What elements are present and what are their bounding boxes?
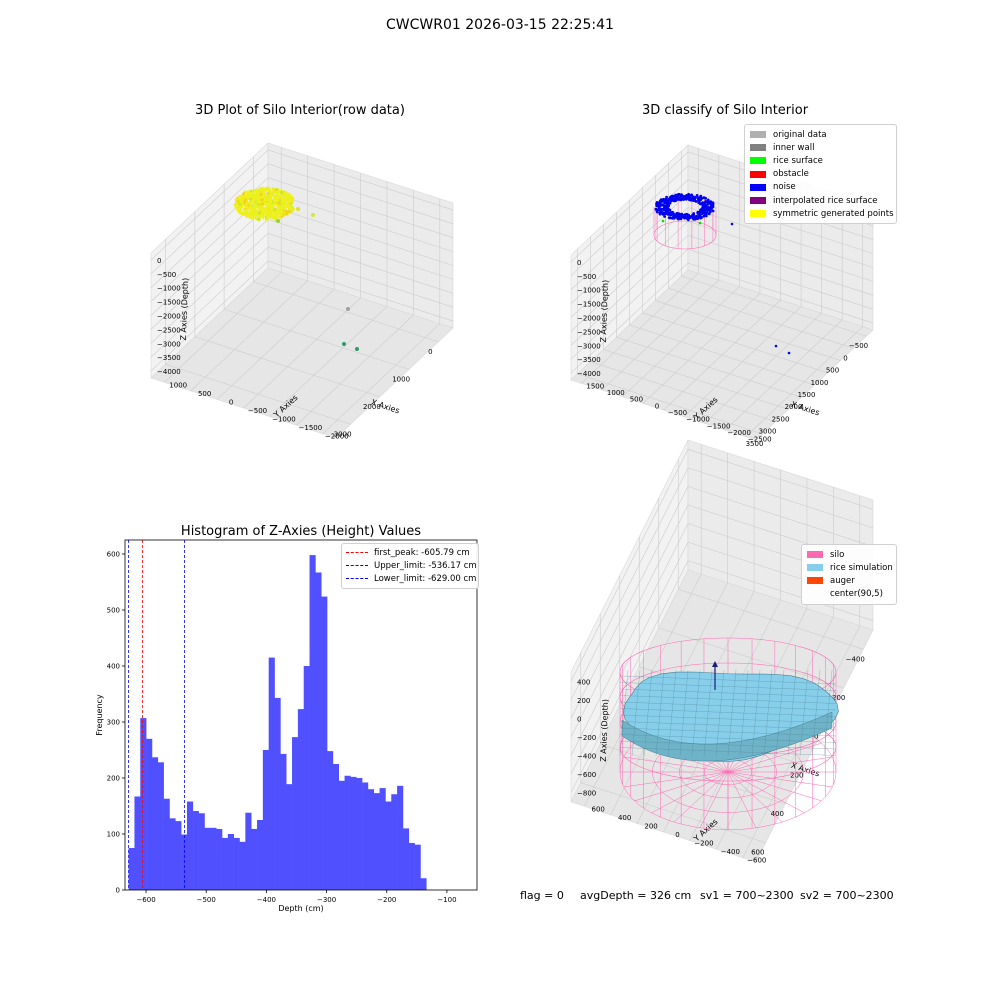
legend4-entry: auger (807, 574, 891, 587)
avg-depth-text: avgDepth = 326 cm (580, 889, 691, 902)
p4-ztick-label: −800 (577, 790, 596, 798)
legend-label: rice simulation (830, 563, 893, 573)
panel4-legend: silo rice simulation auger center(90,5) (801, 544, 897, 605)
p4-ztick-label: 0 (577, 715, 581, 723)
p4-ytick-label: 400 (618, 814, 631, 822)
p4-xtick-label: 400 (771, 810, 784, 818)
p4-ztick-label: −600 (577, 771, 596, 779)
legend4-entry: rice simulation (807, 561, 891, 574)
legend-label: auger (830, 576, 855, 586)
sv1-text: sv1 = 700~2300 (700, 889, 794, 902)
legend4-entry: center(90,5) (807, 588, 891, 601)
legend-label: silo (830, 550, 844, 560)
legend-swatch (807, 577, 823, 584)
p4-ztick-label: −200 (577, 734, 596, 742)
sv2-text: sv2 = 700~2300 (800, 889, 894, 902)
p4-ztick-label: 200 (577, 697, 590, 705)
p4-ytick-label: −400 (721, 848, 740, 856)
p4-ytick-label: 0 (675, 831, 679, 839)
p4-ztick-label: −400 (577, 753, 596, 761)
legend-swatch (807, 564, 823, 571)
p4-xtick-label: −400 (846, 655, 865, 663)
legend4-entry: silo (807, 548, 891, 561)
legend-swatch (807, 591, 823, 598)
p4-ytick-label: −600 (747, 857, 766, 865)
legend-label: center(90,5) (830, 589, 883, 599)
p4-ztick-label: 400 (577, 678, 590, 686)
legend-swatch (807, 551, 823, 558)
p4-ytick-label: 600 (592, 805, 605, 813)
flag-text: flag = 0 (520, 889, 564, 902)
p4-ytick-label: 200 (644, 822, 657, 830)
p4-xtick-label: 600 (751, 849, 764, 857)
